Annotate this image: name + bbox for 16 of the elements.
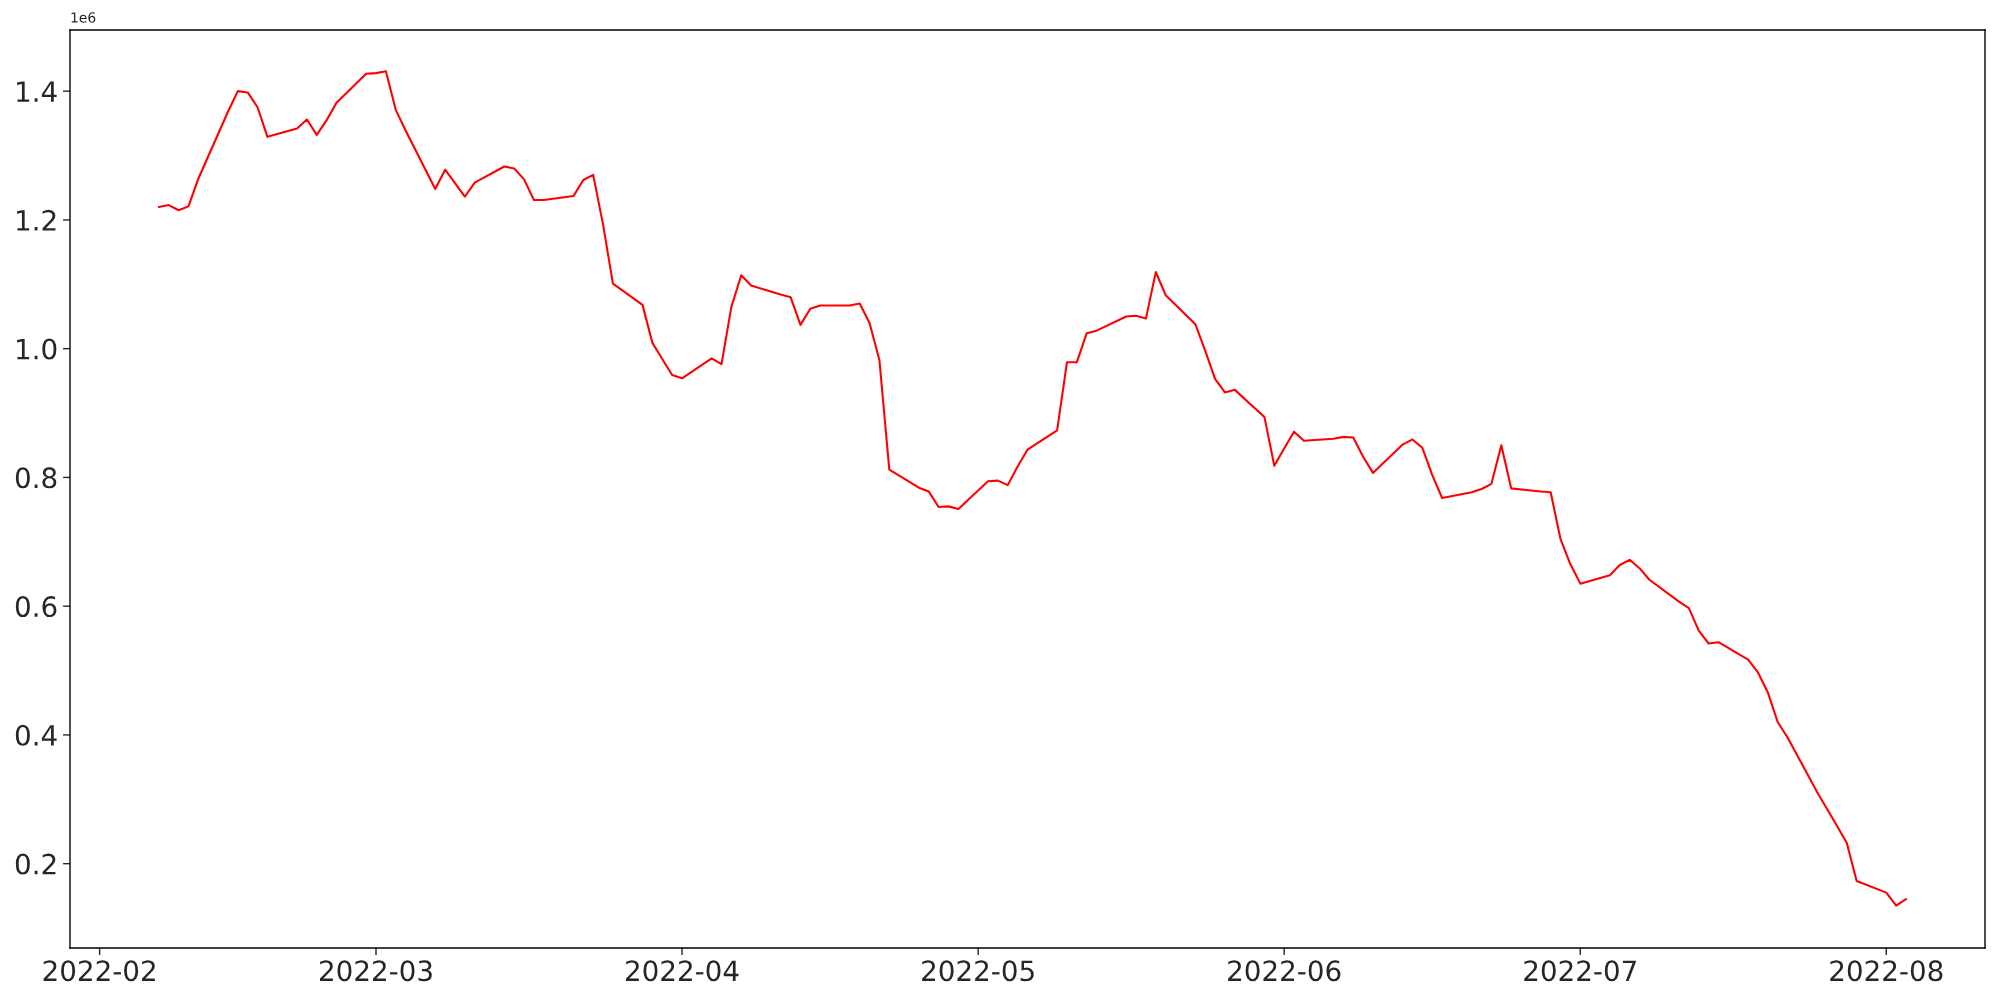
x-tick-label: 2022-06 xyxy=(1228,960,1341,982)
y-tick-label: 1.2 xyxy=(17,209,56,231)
y-tick-label: 1.0 xyxy=(17,338,57,360)
x-tick-label: 2022-07 xyxy=(1524,960,1636,982)
text: 1e6 xyxy=(71,12,96,23)
y-tick-label: 0.4 xyxy=(15,724,57,746)
x-tick-label: 2022-02 xyxy=(43,960,155,982)
x-tick-label: 2022-08 xyxy=(1830,960,1943,982)
x-tick-label: 2022-05 xyxy=(922,960,1034,982)
x-tick-label: 2022-04 xyxy=(626,960,739,982)
y-tick-label: 0.6 xyxy=(15,596,57,618)
y-tick-label: 0.8 xyxy=(15,467,57,489)
x-tick-label: 2022-03 xyxy=(320,960,432,982)
y-tick-label: 0.2 xyxy=(15,853,56,875)
y-tick-label: 1.4 xyxy=(17,81,57,102)
line-series xyxy=(157,70,1908,907)
